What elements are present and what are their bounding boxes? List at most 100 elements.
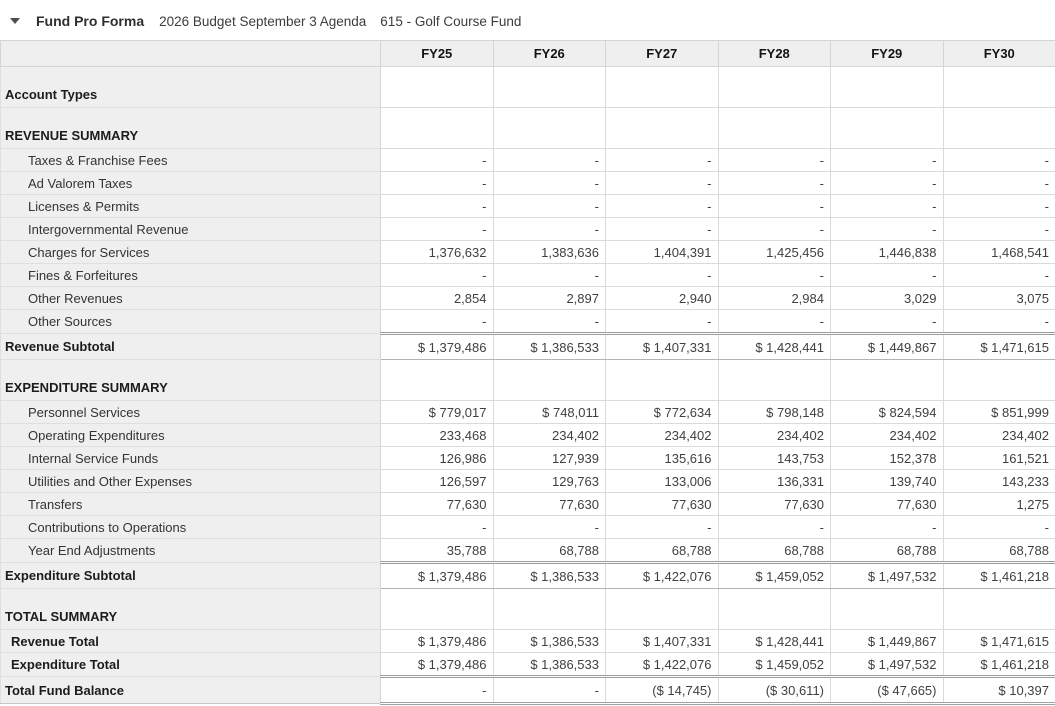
value-cell: - [605,263,719,287]
value-cell: 139,740 [830,469,944,493]
table-row: Personnel Services $ 779,017 $ 748,011 $ 77… [0,400,1055,424]
value-cell: $ 1,386,533 [492,332,606,360]
value-cell: $ 1,428,441 [717,629,831,653]
value-cell: $ 1,407,331 [605,629,719,653]
row-label: Revenue Total [0,629,381,653]
value-cell: 77,630 [830,492,944,516]
value-cell: $ 824,594 [830,400,944,424]
row-label: Revenue Subtotal [0,333,381,360]
value-cell: 68,788 [942,538,1055,563]
value-cell: 3,029 [830,286,944,310]
report-header: Fund Pro Forma 2026 Budget September 3 A… [0,0,1055,40]
value-cell: 234,402 [830,423,944,447]
table-row: Intergovernmental Revenue - - - - - - [0,217,1055,241]
value-cell: 1,383,636 [492,240,606,264]
value-cell: - [942,148,1055,172]
value-cell: 1,275 [942,492,1055,516]
value-cell: $ 798,148 [717,400,831,424]
value-cell: $ 1,449,867 [830,332,944,360]
table-row: Account Types [0,66,1055,108]
row-label: Intergovernmental Revenue [0,217,381,241]
row-label: EXPENDITURE SUMMARY [0,359,381,401]
value-cell: - [830,194,944,218]
value-cell: $ 1,422,076 [605,561,719,589]
value-cell: $ 1,497,532 [830,652,944,677]
value-cell: 35,788 [380,538,494,563]
value-cell: $ 1,422,076 [605,652,719,677]
value-cell: 234,402 [492,423,606,447]
value-cell [492,66,606,108]
value-cell [492,588,606,630]
value-cell: - [380,148,494,172]
row-label: Other Sources [0,309,381,334]
value-cell: - [717,148,831,172]
value-cell: - [492,263,606,287]
value-cell: $ 1,459,052 [717,561,831,589]
table-row: TOTAL SUMMARY [0,588,1055,630]
value-cell: - [605,148,719,172]
value-cell: - [717,171,831,195]
table-row: Other Revenues 2,854 2,897 2,940 2,984 3,029 3… [0,286,1055,310]
value-cell: 77,630 [717,492,831,516]
value-cell: - [942,309,1055,334]
value-cell: 77,630 [605,492,719,516]
value-cell: $ 1,428,441 [717,332,831,360]
value-cell: - [717,515,831,539]
row-label: Contributions to Operations [0,515,381,539]
value-cell [717,588,831,630]
value-cell: - [492,515,606,539]
report-title: Fund Pro Forma [36,13,145,29]
value-cell: 77,630 [380,492,494,516]
value-cell: $ 1,461,218 [942,652,1055,677]
value-cell: $ 772,634 [605,400,719,424]
value-cell [380,588,494,630]
fund-pro-forma-table: FY25 FY26 FY27 FY28 FY29 FY30 Account Types RE… [0,40,1055,705]
value-cell: - [942,194,1055,218]
row-label: Fines & Forfeitures [0,263,381,287]
column-header-fy30: FY30 [942,40,1055,67]
row-label: Internal Service Funds [0,446,381,470]
value-cell: - [492,148,606,172]
table-row: Expenditure Subtotal $ 1,379,486 $ 1,386,5… [0,561,1055,589]
value-cell: 234,402 [942,423,1055,447]
table-row: Expenditure Total $ 1,379,486 $ 1,386,533 $… [0,652,1055,677]
value-cell: 233,468 [380,423,494,447]
value-cell [605,107,719,149]
value-cell: $ 1,379,486 [380,652,494,677]
column-header-fy28: FY28 [717,40,831,67]
value-cell: 1,425,456 [717,240,831,264]
row-label: Expenditure Subtotal [0,562,381,589]
value-cell [605,588,719,630]
value-cell: - [492,171,606,195]
row-label: Account Types [0,66,381,108]
value-cell: $ 1,386,533 [492,561,606,589]
value-cell: 2,984 [717,286,831,310]
table-row: EXPENDITURE SUMMARY [0,359,1055,401]
value-cell: 143,753 [717,446,831,470]
value-cell: $ 10,397 [942,675,1055,705]
table-row: Other Sources - - - - - - [0,309,1055,334]
value-cell [380,359,494,401]
table-row: Revenue Total $ 1,379,486 $ 1,386,533 $ 1,4… [0,629,1055,653]
value-cell [492,359,606,401]
value-cell [942,107,1055,149]
value-cell: - [942,263,1055,287]
value-cell: $ 1,471,615 [942,629,1055,653]
value-cell [942,359,1055,401]
value-cell: - [830,148,944,172]
value-cell: - [380,309,494,334]
value-cell: $ 1,449,867 [830,629,944,653]
collapse-triangle-icon[interactable] [10,18,20,24]
table-row: Licenses & Permits - - - - - - [0,194,1055,218]
value-cell: - [605,309,719,334]
column-header-fy29: FY29 [830,40,944,67]
value-cell: 234,402 [605,423,719,447]
value-cell: 3,075 [942,286,1055,310]
value-cell [717,66,831,108]
value-cell: 152,378 [830,446,944,470]
value-cell [830,359,944,401]
table-row: Total Fund Balance - - ($ 14,745) ($ 30,611)… [0,675,1055,705]
value-cell: 136,331 [717,469,831,493]
table-row: Transfers 77,630 77,630 77,630 77,630 77,630 1… [0,492,1055,516]
value-cell: $ 1,461,218 [942,561,1055,589]
